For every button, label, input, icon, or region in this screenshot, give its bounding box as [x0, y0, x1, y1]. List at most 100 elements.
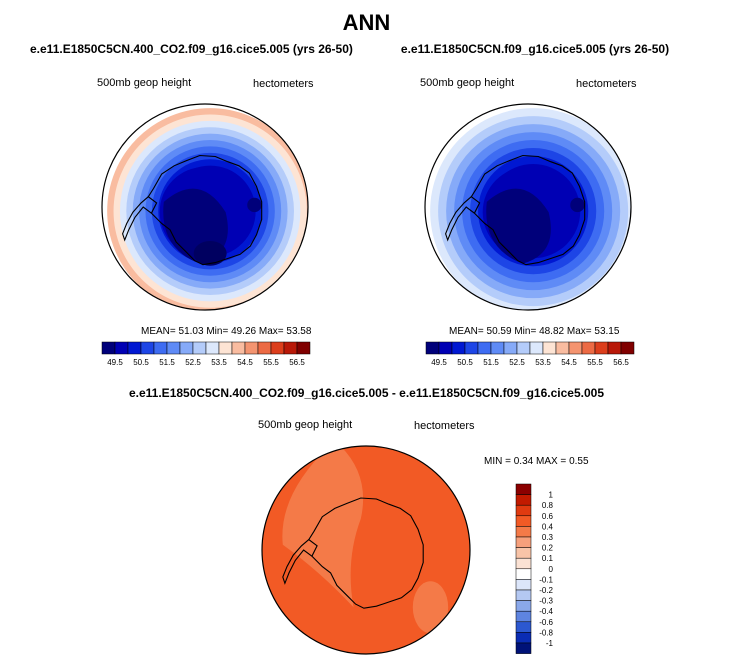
- panel-1-case-title: e.e11.E1850C5CN.400_CO2.f09_g16.cice5.00…: [30, 42, 353, 56]
- cbar3-tick-0: 0: [549, 565, 554, 574]
- cbar3-swatch-10: [515, 589, 532, 601]
- cbar3-tick-0.2: 0.2: [542, 544, 554, 553]
- panel-1-min-value: 49.26: [231, 326, 257, 337]
- cbar3-tick--0.2: -0.2: [539, 586, 553, 595]
- map1-globe-border: [101, 103, 309, 311]
- cbar1-swatch-8: [205, 341, 220, 355]
- cbar2-tick-55.5: 55.5: [587, 358, 603, 367]
- cbar1-swatch-11: [244, 341, 259, 355]
- panel-2-units-label: hectometers: [576, 78, 637, 90]
- panel-3-polar-map: [261, 445, 471, 655]
- cbar1-tick-52.5: 52.5: [185, 358, 201, 367]
- panel-3-min-value: 0.34: [513, 456, 534, 467]
- map1-east-minimum: [247, 197, 262, 213]
- cbar3-swatch-7: [515, 557, 532, 570]
- panel-2-mean-value: 50.59: [486, 326, 512, 337]
- cbar1-tick-54.5: 54.5: [237, 358, 253, 367]
- cbar3-swatch-2: [515, 504, 532, 517]
- panel-2-min-label: Min=: [514, 326, 537, 337]
- panel-2-max-value: 53.15: [594, 326, 620, 337]
- cbar2-swatch-0: [425, 341, 440, 355]
- cbar2-swatch-6: [503, 341, 518, 355]
- panel-3-max-value: 0.55: [569, 456, 589, 467]
- cbar2-swatch-2: [451, 341, 466, 355]
- cbar1-swatch-3: [140, 341, 155, 355]
- panel-1-variable-label: 500mb geop height: [97, 77, 192, 89]
- panel-1-mean-value: 51.03: [178, 326, 204, 337]
- cbar3-swatch-11: [515, 600, 532, 612]
- cbar2-tick-50.5: 50.5: [457, 358, 473, 367]
- cbar2-tick-52.5: 52.5: [509, 358, 525, 367]
- cbar3-tick--0.8: -0.8: [539, 628, 553, 637]
- map3-band-0.3-0.4-east: [412, 581, 449, 634]
- panel-2-colorbar: 49.5 50.5 51.5 52.5 53.5 54.5 55.5 56.5: [425, 341, 635, 367]
- map3-band-0.3-0.4-west: [282, 446, 364, 608]
- cbar1-tick-49.5: 49.5: [107, 358, 123, 367]
- cbar2-tick-49.5: 49.5: [431, 358, 447, 367]
- cbar3-swatch-0: [515, 483, 532, 495]
- map2-east-minimum: [570, 197, 585, 213]
- cbar1-swatch-12: [257, 341, 272, 355]
- cbar3-swatch-6: [515, 547, 532, 559]
- cbar3-tick-0.6: 0.6: [542, 512, 554, 521]
- cbar1-swatch-13: [270, 341, 285, 355]
- cbar1-swatch-7: [192, 341, 207, 355]
- panel-3-units-label: hectometers: [414, 420, 475, 432]
- cbar1-swatch-2: [127, 341, 142, 355]
- panel-2-variable-label: 500mb geop height: [420, 77, 515, 89]
- cbar1-swatch-0: [101, 341, 116, 355]
- panel-3-max-label: MAX =: [535, 456, 567, 467]
- cbar2-tick-51.5: 51.5: [483, 358, 499, 367]
- panel-2-max-label: Max=: [566, 326, 592, 337]
- map2-peninsula-outline: [445, 196, 475, 242]
- cbar3-tick-1: 1: [549, 491, 554, 500]
- cbar1-swatch-6: [179, 341, 194, 355]
- panel-3-colorbar: 10.8 0.60.4 0.3 0.20.1 0-0.1 -0.2 -0.3-0.4 -0.6…: [515, 483, 554, 654]
- cbar3-swatch-15: [515, 642, 532, 654]
- panel-3-min-label: MIN =: [484, 456, 511, 467]
- panel-2-case-title: e.e11.E1850C5CN.f09_g16.cice5.005 (yrs 2…: [400, 42, 670, 56]
- cbar2-swatch-8: [529, 341, 544, 355]
- panel-1-max-label: Max=: [258, 326, 284, 337]
- cbar1-swatch-14: [283, 341, 298, 355]
- panel-1-mean-label: MEAN=: [141, 326, 176, 337]
- panel-1-stats: MEAN= 51.03 Min= 49.26 Max= 53.58: [141, 326, 311, 337]
- cbar2-swatch-11: [568, 341, 583, 355]
- map1-field: [102, 104, 308, 310]
- cbar2-swatch-13: [594, 341, 609, 355]
- cbar2-swatch-9: [542, 341, 557, 355]
- cbar1-tick-55.5: 55.5: [263, 358, 279, 367]
- map1-peninsula-outline: [122, 196, 152, 242]
- cbar1-swatch-9: [218, 341, 233, 355]
- panel-1-units-label: hectometers: [253, 78, 314, 90]
- panel-3-variable-label: 500mb geop height: [258, 419, 353, 431]
- cbar3-swatch-14: [515, 632, 532, 644]
- cbar1-swatch-5: [166, 341, 181, 355]
- cbar3-tick-0.3: 0.3: [542, 533, 554, 542]
- cbar3-swatch-5: [515, 536, 532, 548]
- cbar1-tick-53.5: 53.5: [211, 358, 227, 367]
- cbar2-tick-53.5: 53.5: [535, 358, 551, 367]
- map2-globe-border: [424, 103, 632, 311]
- cbar2-swatch-12: [581, 341, 596, 355]
- cbar3-tick--1: -1: [546, 639, 554, 648]
- cbar2-swatch-7: [516, 341, 531, 355]
- cbar3-swatch-1: [515, 494, 532, 506]
- map1-continent-outline: [147, 154, 263, 266]
- panel-2-stats: MEAN= 50.59 Min= 48.82 Max= 53.15: [449, 326, 619, 337]
- cbar2-swatch-1: [438, 341, 453, 355]
- cbar3-tick--0.3: -0.3: [539, 597, 553, 606]
- cbar2-swatch-4: [477, 341, 492, 355]
- cbar2-swatch-15: [620, 341, 635, 355]
- map3-peninsula-outline: [282, 539, 313, 585]
- map2-field: [430, 108, 631, 310]
- cbar1-swatch-15: [296, 341, 311, 355]
- panel-1-colorbar: 49.5 50.5 51.5 52.5 53.5 54.5 55.5 56.5: [101, 341, 311, 367]
- cbar3-swatch-8: [515, 568, 532, 580]
- cbar3-tick-0.1: 0.1: [542, 554, 554, 563]
- map2-continent-outline: [470, 154, 586, 266]
- cbar3-tick-0.4: 0.4: [542, 522, 554, 531]
- cbar3-swatch-4: [515, 526, 532, 538]
- panel-2-mean-label: MEAN=: [449, 326, 484, 337]
- panel-3-case-title: e.e11.E1850C5CN.400_CO2.f09_g16.cice5.00…: [128, 386, 604, 400]
